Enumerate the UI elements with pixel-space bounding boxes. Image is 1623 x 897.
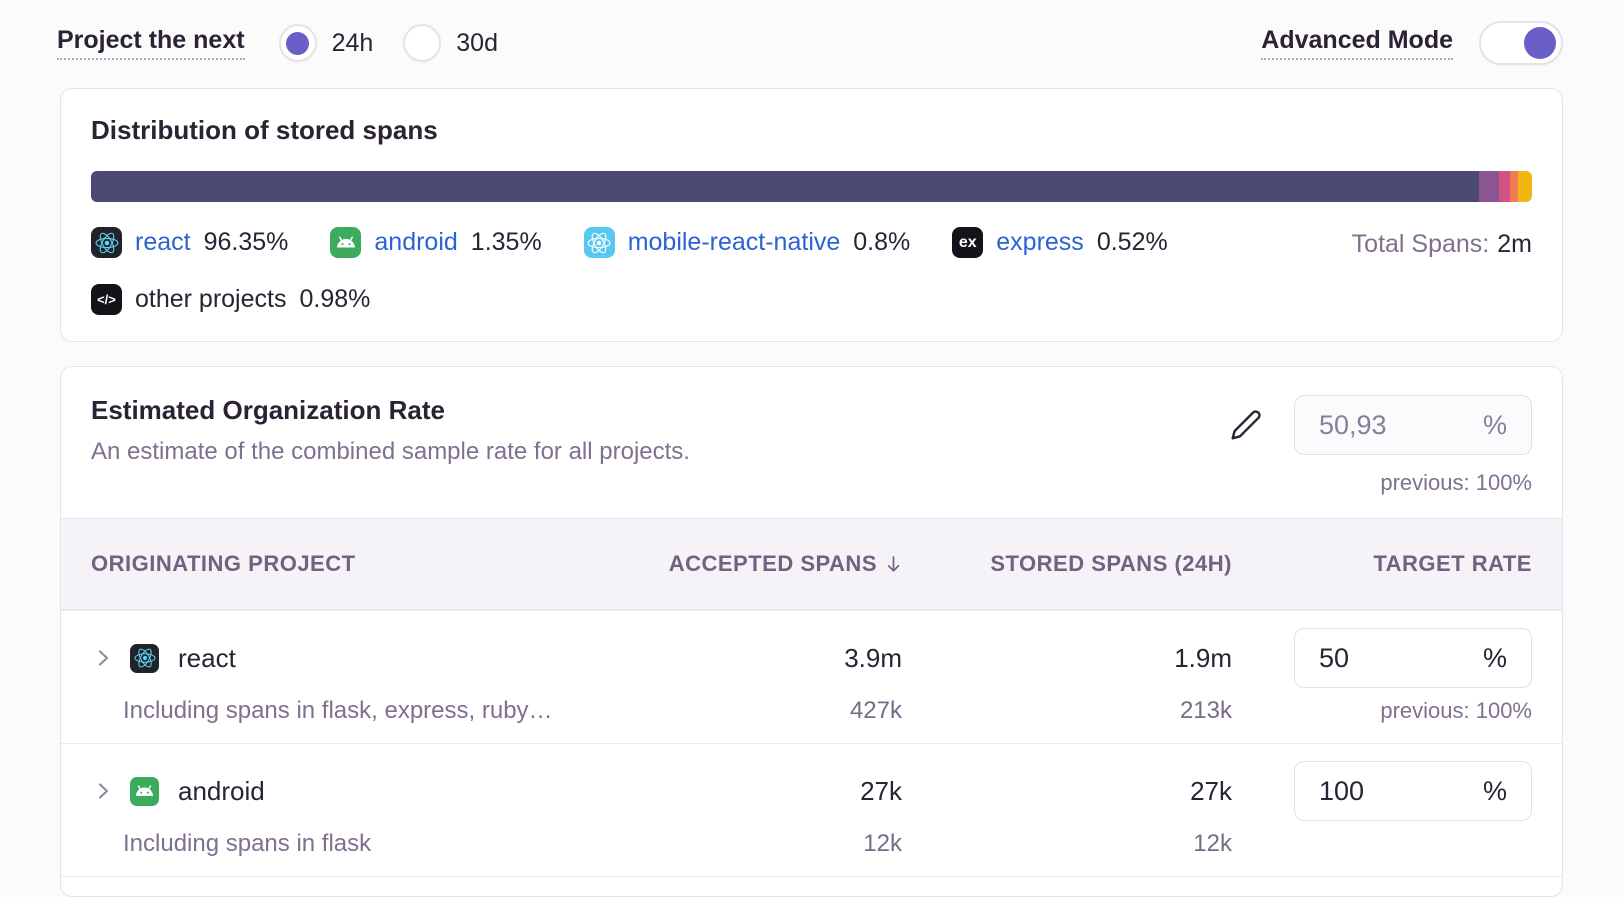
bar-segment-other-projects bbox=[1517, 171, 1532, 202]
project-name: react bbox=[178, 642, 236, 673]
project-note: Including spans in flask, express, ruby… bbox=[123, 697, 553, 724]
org-rate-header: Estimated Organization Rate An estimate … bbox=[61, 367, 1562, 518]
accepted-spans-value: 27k bbox=[860, 775, 902, 806]
col-stored-spans[interactable]: STORED SPANS (24H) bbox=[990, 551, 1232, 576]
target-rate-input-box[interactable]: % bbox=[1294, 761, 1532, 821]
project-name: android bbox=[178, 775, 265, 806]
legend-pct-express: 0.52% bbox=[1096, 228, 1168, 256]
distribution-card: Distribution of stored spans react 96.35… bbox=[60, 88, 1563, 342]
express-icon: ex bbox=[952, 227, 984, 258]
distribution-title: Distribution of stored spans bbox=[91, 115, 438, 145]
bar-segment-express bbox=[1510, 171, 1518, 202]
target-rate-unit: % bbox=[1482, 642, 1507, 673]
target-rate-input[interactable] bbox=[1319, 775, 1473, 807]
legend-link-express[interactable]: express bbox=[996, 228, 1084, 256]
project-cell-react: react bbox=[91, 643, 652, 674]
org-rate-text: Estimated Organization Rate An estimate … bbox=[91, 395, 690, 496]
project-the-next-label[interactable]: Project the next bbox=[57, 26, 245, 60]
radio-30d[interactable]: 30d bbox=[403, 24, 498, 62]
pencil-icon bbox=[1231, 410, 1261, 440]
total-spans-value: 2m bbox=[1497, 230, 1532, 258]
top-bar: Project the next 24h 30d Advanced Mode bbox=[57, 20, 1563, 66]
react-icon bbox=[91, 227, 122, 258]
react-icon bbox=[130, 643, 159, 673]
stored-spans-value: 27k bbox=[1190, 775, 1232, 806]
radio-30d-label[interactable]: 30d bbox=[456, 28, 498, 57]
legend-wrap: react 96.35% android 1.35% mobile-react-… bbox=[91, 227, 1532, 315]
target-rate-unit: % bbox=[1482, 775, 1507, 806]
legend-link-mobile-react-native[interactable]: mobile-react-native bbox=[627, 228, 841, 256]
accepted-spans-value: 3.9m bbox=[844, 642, 902, 673]
org-rate-input-box[interactable]: % bbox=[1294, 395, 1532, 455]
table-row: android 27k 27k % Including spans in fla… bbox=[61, 743, 1562, 876]
org-rate-title: Estimated Organization Rate bbox=[91, 395, 445, 425]
stored-spans-value: 1.9m bbox=[1174, 642, 1232, 673]
accepted-spans-sub-value: 427k bbox=[849, 697, 902, 724]
org-rate-previous: previous: 100% bbox=[1380, 470, 1532, 495]
expand-chevron-icon[interactable] bbox=[91, 644, 115, 672]
col-originating-project: ORIGINATING PROJECT bbox=[91, 551, 356, 576]
org-rate-controls: % previous: 100% bbox=[1226, 395, 1532, 496]
radio-30d-control[interactable] bbox=[403, 24, 442, 62]
stored-spans-sub-value: 12k bbox=[1193, 830, 1232, 857]
org-rate-unit: % bbox=[1482, 409, 1507, 440]
legend-pct-other-projects: 0.98% bbox=[299, 285, 371, 313]
expand-chevron-icon[interactable] bbox=[91, 777, 115, 805]
advanced-mode-toggle[interactable] bbox=[1479, 21, 1563, 65]
legend-pct-react: 96.35% bbox=[203, 228, 289, 256]
advanced-mode-label[interactable]: Advanced Mode bbox=[1261, 26, 1453, 60]
project-note: Including spans in flask bbox=[123, 830, 372, 857]
bar-segment-react bbox=[91, 171, 1480, 202]
code-icon: </> bbox=[91, 284, 122, 315]
next-row-divider bbox=[61, 876, 1562, 896]
legend-pct-android: 1.35% bbox=[470, 228, 542, 256]
legend-pct-mobile-react-native: 0.8% bbox=[853, 228, 911, 256]
radio-24h[interactable]: 24h bbox=[278, 24, 374, 62]
legend-item-other-projects: </> other projects 0.98% bbox=[91, 284, 370, 315]
bar-segment-mobile-react-native bbox=[1498, 171, 1511, 202]
time-range-radio-group: 24h 30d bbox=[278, 24, 498, 62]
legend-item-express: ex express 0.52% bbox=[952, 227, 1168, 258]
radio-24h-label[interactable]: 24h bbox=[331, 28, 374, 57]
table-row: react 3.9m 1.9m % Including spans in fla… bbox=[61, 610, 1562, 743]
distribution-legend: react 96.35% android 1.35% mobile-react-… bbox=[91, 227, 1271, 315]
bar-segment-android bbox=[1479, 171, 1499, 202]
react-native-icon bbox=[583, 227, 615, 258]
stored-spans-sub-value: 213k bbox=[1179, 697, 1232, 724]
legend-link-react[interactable]: react bbox=[135, 228, 191, 256]
col-target-rate: TARGET RATE bbox=[1373, 551, 1532, 576]
radio-selected-dot bbox=[286, 31, 310, 55]
android-icon bbox=[130, 776, 159, 806]
legend-item-react: react 96.35% bbox=[91, 227, 288, 258]
target-rate-input[interactable] bbox=[1319, 642, 1473, 674]
org-rate-card: Estimated Organization Rate An estimate … bbox=[60, 366, 1563, 897]
legend-item-mobile-react-native: mobile-react-native 0.8% bbox=[583, 227, 911, 258]
radio-24h-control[interactable] bbox=[278, 24, 317, 62]
table-header: ORIGINATING PROJECT ACCEPTED SPANS STORE… bbox=[61, 518, 1562, 610]
android-icon bbox=[330, 227, 362, 258]
legend-item-android: android 1.35% bbox=[330, 227, 542, 258]
edit-rate-button[interactable] bbox=[1226, 405, 1266, 445]
legend-link-android[interactable]: android bbox=[374, 228, 458, 256]
target-rate-previous: previous: 100% bbox=[1380, 698, 1532, 723]
org-rate-input[interactable] bbox=[1319, 409, 1473, 441]
stored-spans-distribution-bar bbox=[91, 171, 1532, 202]
total-spans: Total Spans: 2m bbox=[1352, 230, 1532, 259]
project-cell-android: android bbox=[91, 776, 652, 807]
col-accepted-spans[interactable]: ACCEPTED SPANS bbox=[652, 551, 902, 577]
toggle-knob bbox=[1524, 27, 1556, 59]
sort-desc-icon bbox=[887, 556, 900, 572]
total-spans-label: Total Spans: bbox=[1351, 230, 1490, 258]
org-rate-subtitle: An estimate of the combined sample rate … bbox=[91, 438, 690, 465]
legend-label-other-projects: other projects bbox=[135, 285, 287, 313]
target-rate-input-box[interactable]: % bbox=[1294, 628, 1532, 688]
accepted-spans-sub-value: 12k bbox=[863, 830, 902, 857]
